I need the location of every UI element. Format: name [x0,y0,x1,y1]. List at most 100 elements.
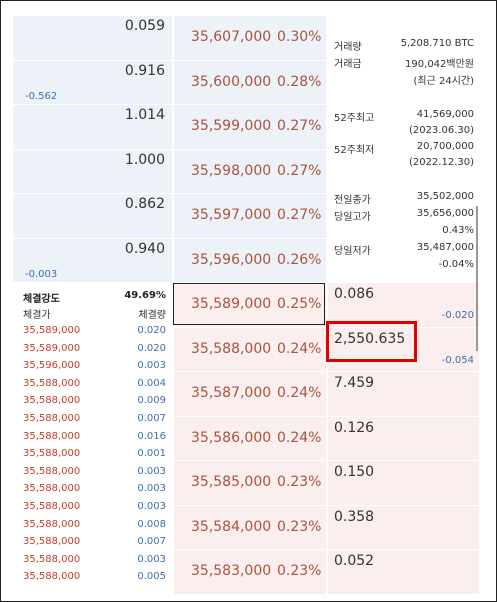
info-label: 52주최저 [334,145,375,156]
trade-volume: 0.020 [137,325,166,336]
ask-rate: 0.27% [277,162,322,179]
info-sub: 0.43% [442,225,474,236]
trade-price: 35,589,000 [23,342,81,354]
info-label: 당일저가 [334,246,371,257]
bid-quantity: 0.150 [334,464,375,480]
bid-quantity: 2,550.635 [334,330,406,347]
bid-quantity-cell [328,550,479,594]
info-value: 20,700,000 [416,141,474,152]
bid-price-cell [174,550,326,594]
info-sub: (최근 24시간) [413,76,474,87]
bid-rate: 0.24% [277,429,322,446]
ask-quantity: 0.916 [124,62,165,79]
bid-quantity: 0.086 [334,286,375,302]
info-value: 35,487,000 [416,242,474,253]
ask-price-cell [174,194,326,238]
trade-volume: 0.003 [137,553,166,565]
ask-quantity-cell [13,238,172,282]
trade-price-header: 체결가 [23,310,51,321]
info-label: 당일고가 [334,212,371,223]
ask-price-cell [174,105,326,149]
bid-rate: 0.23% [277,518,322,535]
trade-volume: 0.003 [137,501,166,512]
ask-quantity-cell [13,194,172,238]
bid-price-cell [174,505,326,549]
trades-panel [13,283,173,595]
ask-quantity-cell [13,16,172,60]
trade-price: 35,588,000 [23,465,81,477]
trade-volume: 0.008 [137,518,166,530]
ask-quantity-cell [13,105,172,149]
scrollbar [476,206,478,351]
bid-quantity: 7.459 [334,375,375,391]
trade-price: 35,588,000 [23,448,81,460]
bid-quantity-cell [328,372,479,416]
bid-price: 35,589,000 [191,296,272,312]
ask-rate: 0.28% [277,73,322,90]
strength-value: 49.69% [124,290,166,301]
bid-price: 35,587,000 [191,385,272,401]
trade-volume: 0.016 [137,430,166,442]
info-value: 41,569,000 [416,109,474,120]
info-label: 거래금 [334,59,362,70]
trade-price: 35,589,000 [23,325,81,336]
ask-price: 35,597,000 [191,207,272,223]
info-sub: (2022.12.30) [408,157,474,168]
info-value: 190,042백만원 [405,59,474,70]
bid-quantity-cell [328,327,479,371]
ask-rate: 0.27% [277,118,322,134]
bid-price-cell [174,372,326,416]
trade-price: 35,588,000 [23,571,81,583]
trade-price: 35,588,000 [23,395,81,407]
trade-volume: 0.003 [137,360,166,372]
ask-rate: 0.27% [277,207,322,223]
bid-quantity-cell [328,416,479,460]
trade-volume: 0.001 [137,448,166,460]
bid-price: 35,584,000 [191,518,272,535]
bid-quantity: 0.358 [334,508,375,525]
ask-rate: 0.30% [277,29,322,45]
bid-quantity-cell [328,505,479,549]
ask-price: 35,600,000 [191,73,272,90]
trade-volume: 0.005 [137,571,166,583]
bid-price-cell [174,283,326,327]
trade-price: 35,596,000 [23,360,81,372]
ask-quantity-cell [13,149,172,193]
ask-price-cell [174,16,326,60]
info-value: 35,502,000 [416,191,474,202]
ask-price: 35,599,000 [191,118,272,134]
bid-change: -0.054 [441,354,474,366]
trade-price: 35,588,000 [23,518,81,530]
trade-volume: 0.009 [137,395,166,407]
info-sub: (2023.06.30) [408,125,474,136]
ask-quantity: 0.862 [124,196,165,212]
info-label: 거래량 [334,42,362,53]
ask-rate: 0.26% [277,251,322,268]
ask-price-cell [174,149,326,193]
ask-change: -0.562 [25,90,58,102]
bid-change: -0.020 [441,310,474,321]
ask-price: 35,596,000 [191,251,272,268]
bid-price-cell [174,461,326,505]
ask-price: 35,598,000 [191,162,272,179]
trade-price: 35,588,000 [23,553,81,565]
bid-price-cell [174,416,326,460]
info-sub: -0.04% [438,259,474,270]
ask-quantity: 1.000 [124,151,165,168]
trade-price: 35,588,000 [23,430,81,442]
bid-rate: 0.23% [277,563,322,579]
bid-rate: 0.25% [277,296,322,312]
bid-quantity: 0.126 [334,419,375,436]
ask-quantity: 1.014 [124,107,165,123]
bid-rate: 0.24% [277,340,322,357]
trade-price: 35,588,000 [23,536,81,548]
trade-volume-header: 체결량 [138,310,166,321]
trade-price: 35,588,000 [23,501,81,512]
bid-price: 35,586,000 [191,429,272,446]
current-price-box [173,283,325,325]
info-value: 35,656,000 [416,208,474,219]
bid-price: 35,588,000 [191,340,272,357]
highlight-box [326,321,417,362]
trade-price: 35,588,000 [23,377,81,389]
